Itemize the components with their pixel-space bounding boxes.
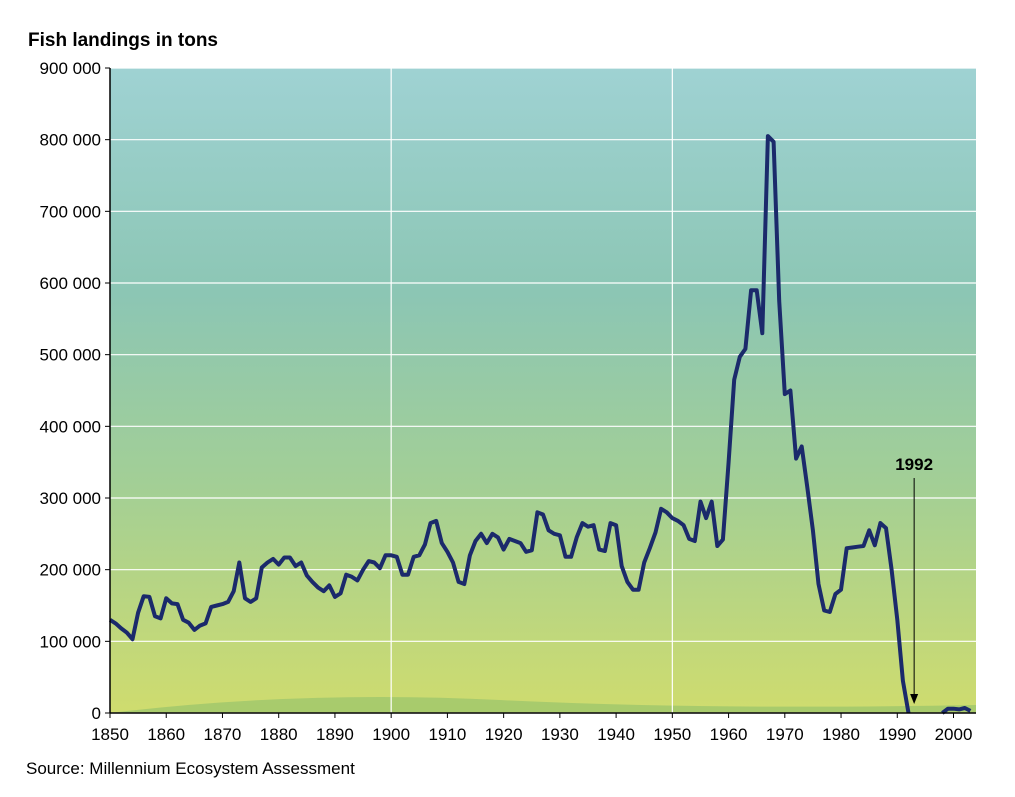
- x-tick-label: 1910: [428, 725, 466, 744]
- y-tick-label: 200 000: [40, 561, 101, 580]
- y-tick-label: 300 000: [40, 489, 101, 508]
- data-line: [108, 134, 911, 714]
- annotation: 1992: [895, 455, 933, 474]
- x-tick-label: 1960: [710, 725, 748, 744]
- source: Source: Millennium Ecosystem Assessment: [26, 759, 355, 778]
- y-tick-label: 100 000: [40, 632, 101, 651]
- y-tick-label: 700 000: [40, 202, 101, 221]
- x-tick-label: 1970: [766, 725, 804, 744]
- annotation-arrowhead: [910, 694, 919, 704]
- x-tick-label: 2000: [935, 725, 973, 744]
- x-tick-label: 1990: [878, 725, 916, 744]
- y-tick-label: 400 000: [40, 417, 101, 436]
- x-tick-label: 1880: [260, 725, 298, 744]
- y-tick-label: 0: [92, 704, 101, 723]
- data-line: [941, 706, 972, 715]
- x-tick-label: 1940: [597, 725, 635, 744]
- x-tick-label: 1980: [822, 725, 860, 744]
- x-tick-label: 1850: [91, 725, 129, 744]
- x-tick-label: 1870: [204, 725, 242, 744]
- marks: [108, 134, 972, 715]
- x-tick-label: 1900: [372, 725, 410, 744]
- seabed: [110, 696, 976, 713]
- x-tick-label: 1890: [316, 725, 354, 744]
- chart-title: Fish landings in tons: [28, 30, 218, 51]
- x-tick-label: 1930: [541, 725, 579, 744]
- y-tick-label: 800 000: [40, 131, 101, 150]
- y-tick-label: 600 000: [40, 274, 101, 293]
- y-tick-label: 900 000: [40, 59, 101, 78]
- x-tick-label: 1860: [147, 725, 185, 744]
- x-tick-label: 1950: [653, 725, 691, 744]
- y-tick-label: 500 000: [40, 346, 101, 365]
- x-tick-label: 1920: [485, 725, 523, 744]
- plot-background: [110, 68, 976, 713]
